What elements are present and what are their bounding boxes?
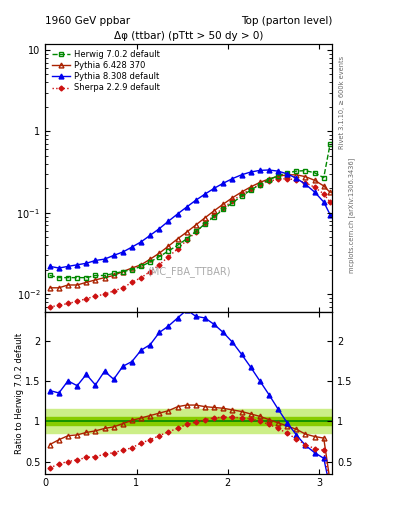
Text: 1960 GeV ppbar: 1960 GeV ppbar — [45, 16, 130, 27]
Y-axis label: Ratio to Herwig 7.0.2 default: Ratio to Herwig 7.0.2 default — [15, 332, 24, 454]
Bar — [45, 409, 332, 433]
Bar — [45, 417, 332, 425]
Title: Δφ (ttbar) (pTtt > 50 dy > 0): Δφ (ttbar) (pTtt > 50 dy > 0) — [114, 31, 263, 41]
Text: (MC_FBA_TTBAR): (MC_FBA_TTBAR) — [147, 267, 230, 278]
Text: Top (parton level): Top (parton level) — [241, 16, 332, 27]
Text: Rivet 3.1.10, ≥ 600k events: Rivet 3.1.10, ≥ 600k events — [339, 56, 345, 149]
Text: mcplots.cern.ch [arXiv:1306.3436]: mcplots.cern.ch [arXiv:1306.3436] — [348, 157, 354, 273]
Legend: Herwig 7.0.2 default, Pythia 6.428 370, Pythia 8.308 default, Sherpa 2.2.9 defau: Herwig 7.0.2 default, Pythia 6.428 370, … — [50, 48, 162, 95]
